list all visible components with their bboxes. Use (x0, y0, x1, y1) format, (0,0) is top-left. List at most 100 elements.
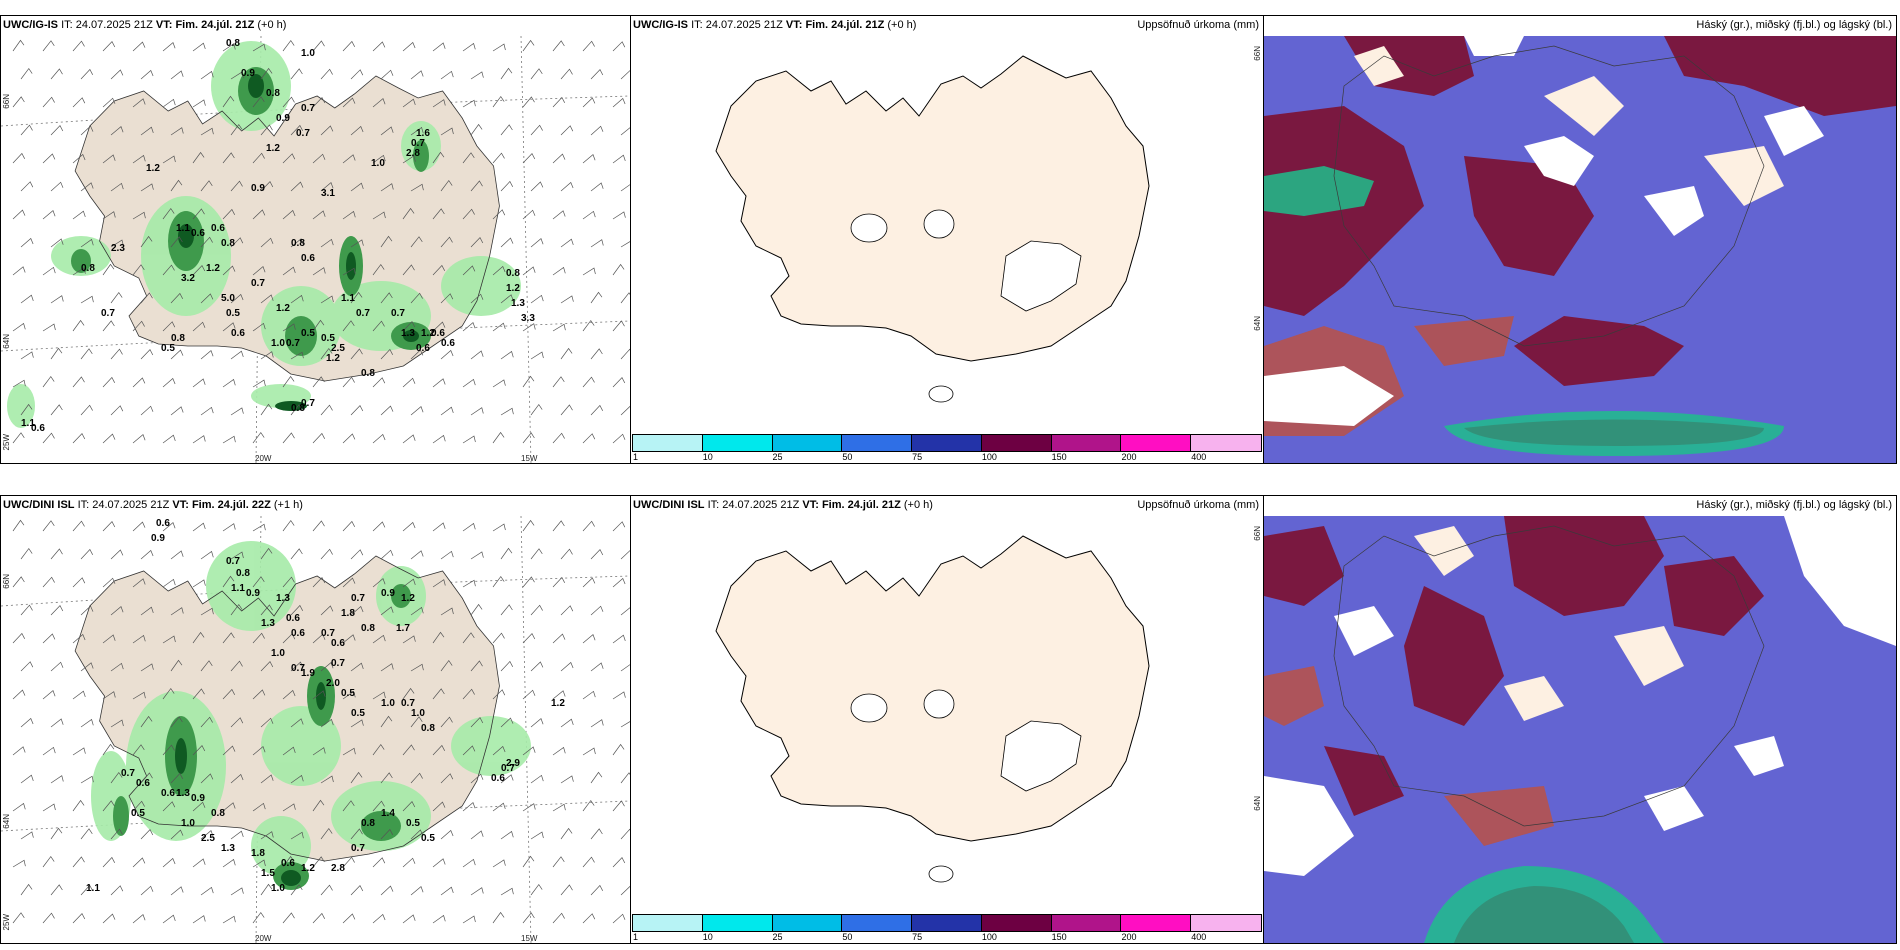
precip-value: 1.4 (381, 808, 395, 819)
wind-precip-map: 0.81.00.90.80.90.70.71.21.00.71.62.81.20… (1, 35, 630, 463)
precip-value: 1.0 (411, 708, 425, 719)
colorbar-swatch (981, 435, 1052, 451)
panel-title: Háský (gr.), miðský (fj.bl.) og lágský (… (1696, 19, 1892, 31)
precip-value: 1.2 (301, 863, 315, 874)
panel-row1-accumulated-precip: UWC/IG-IS IT: 24.07.2025 21Z VT: Fim. 24… (630, 15, 1264, 464)
precip-value: 1.5 (261, 868, 275, 879)
precip-value: 0.6 (286, 613, 300, 624)
precip-value: 1.3 (276, 593, 290, 604)
colorbar-swatch (1191, 435, 1261, 451)
panel-row2-clouds: UWC/DINI ISL IT: 24.07.2025 21Z VT: Fim.… (1263, 495, 1897, 944)
precip-value: 0.5 (406, 818, 420, 829)
precip-value: 1.2 (146, 163, 160, 174)
wind-precip-map: 0.60.90.70.81.1 0.9 1.30.61.30.6 0.70.60.71… (1, 515, 630, 943)
colorbar-label: 10 (702, 452, 713, 462)
precip-value: 2.3 (111, 243, 125, 254)
precip-value: 1.1 (21, 418, 35, 429)
precip-value: 0.8 (211, 808, 225, 819)
precip-value: 0.6 (31, 423, 45, 434)
precip-value: 0.6 (231, 328, 245, 339)
precip-value: 2.8 (331, 863, 345, 874)
precip-value: 1.2 (266, 143, 280, 154)
precip-value: 1.8 (251, 848, 265, 859)
precip-value: 1.2 (206, 263, 220, 274)
precip-value: 1.2 (326, 353, 340, 364)
colorbar-label: 50 (842, 452, 853, 462)
colorbar-label: 200 (1121, 452, 1137, 462)
precip-value: 0.7 (351, 593, 365, 604)
panel-header: UWC/DINI ISL IT: 24.07.2025 21Z VT: Fim.… (1266, 499, 1566, 511)
precip-value: 1.1 (86, 883, 100, 894)
precip-value: 0.7 (301, 398, 315, 409)
precip-value: 0.9 (151, 533, 165, 544)
precip-value: 0.7 (251, 278, 265, 289)
colorbar-swatch (772, 435, 843, 451)
precip-value: 0.7 (391, 308, 405, 319)
precip-value: 0.9 (276, 113, 290, 124)
precip-value: 1.0 (181, 818, 195, 829)
panel-title: Uppsöfnuð úrkoma (mm) (1137, 19, 1259, 31)
precip-value: 0.6 (441, 338, 455, 349)
precip-value: 1.2 (276, 303, 290, 314)
precip-value: 1.9 (301, 668, 315, 679)
precip-value: 0.6 (491, 773, 505, 784)
precip-value: 0.8 (226, 38, 240, 49)
precip-value: 1.7 (396, 623, 410, 634)
panel-row1-wind-precip: 0.8 1.0 0.9 0.8 0.9 0.7 0.7 1.2 1.0 0.7 1.6 2.8 1.2 0… (0, 15, 631, 464)
precip-value: 0.5 (226, 308, 240, 319)
precip-value: 1.6 (416, 128, 430, 139)
panel-header: UWC/IG-IS IT: 24.07.2025 21Z VT: Fim. 24… (3, 19, 287, 31)
precip-value: 3.1 (321, 188, 335, 199)
colorbar-swatch (842, 915, 913, 931)
precip-value: 0.7 (296, 128, 310, 139)
lat-label-64n: 64N (2, 334, 11, 349)
cloud-map (1264, 496, 1896, 943)
precip-value: 0.5 (351, 708, 365, 719)
precip-value: 0.5 (341, 688, 355, 699)
precip-value: 0.8 (421, 723, 435, 734)
precip-value: 0.5 (131, 808, 145, 819)
precip-value: 0.6 (281, 858, 295, 869)
precip-value: 2.5 (201, 833, 215, 844)
precip-value: 0.6 (416, 343, 430, 354)
lon-label-20w: 20W (255, 454, 272, 463)
precip-value: 0.5 (321, 333, 335, 344)
precip-value: 0.8 (291, 403, 305, 414)
precip-colorbar (632, 914, 1262, 932)
precip-value: 1.3 (221, 843, 235, 854)
precip-value: 0.7 (286, 338, 300, 349)
colorbar-swatch (702, 435, 773, 451)
lon-label-25w: 25W (2, 434, 11, 451)
precip-value: 0.8 (236, 568, 250, 579)
colorbar-swatch (912, 915, 982, 931)
precip-value: 0.5 (301, 328, 315, 339)
panel-row1-clouds: UWC/IG-IS IT: 24.07.2025 21Z VT: Fim. 24… (1263, 15, 1897, 464)
lat-label-66n: 66N (1253, 46, 1262, 61)
precip-value: 3.2 (181, 273, 195, 284)
precip-value: 0.6 (156, 518, 170, 529)
colorbar-swatch (842, 435, 913, 451)
precip-value: 0.7 (301, 103, 315, 114)
lat-label-66n: 66N (2, 94, 11, 109)
panel-header: UWC/IG-IS IT: 24.07.2025 21Z VT: Fim. 24… (1266, 19, 1550, 31)
precip-value: 0.8 (506, 268, 520, 279)
colorbar-label: 25 (772, 932, 783, 942)
colorbar-label: 25 (772, 452, 783, 462)
precip-value: 1.0 (271, 883, 285, 894)
panel-title: Uppsöfnuð úrkoma (mm) (1137, 499, 1259, 511)
colorbar-label: 75 (912, 932, 923, 942)
colorbar-label: 50 (842, 932, 853, 942)
colorbar-swatch (633, 915, 703, 931)
precip-value: 0.7 (356, 308, 370, 319)
precip-value: 1.2 (551, 698, 565, 709)
precip-value: 0.7 (411, 138, 425, 149)
panel-row2-accumulated-precip: UWC/DINI ISL IT: 24.07.2025 21Z VT: Fim.… (630, 495, 1264, 944)
precip-value: 0.9 (191, 793, 205, 804)
precip-value: 1.0 (301, 48, 315, 59)
colorbar-swatch (912, 435, 982, 451)
precip-value: 0.9 (381, 588, 395, 599)
precip-value: 0.6 (191, 228, 205, 239)
colorbar-label: 100 (981, 932, 997, 942)
precip-value: 3.3 (521, 313, 535, 324)
precip-value: 0.6 (211, 223, 225, 234)
